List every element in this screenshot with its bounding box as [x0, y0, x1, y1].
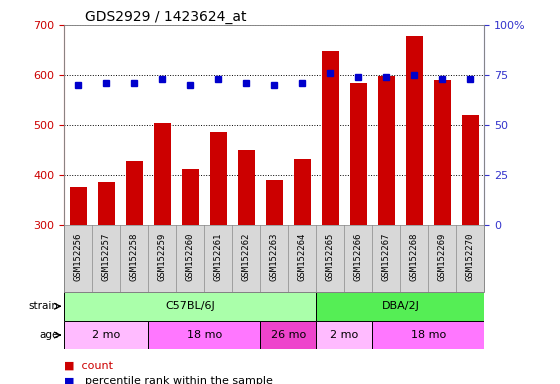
- Bar: [406, 36, 423, 225]
- Bar: [238, 150, 255, 225]
- Bar: [266, 180, 283, 225]
- Text: GSM152268: GSM152268: [410, 233, 419, 281]
- Bar: [434, 80, 451, 225]
- Text: GSM152263: GSM152263: [270, 233, 279, 281]
- Text: GSM152256: GSM152256: [74, 233, 83, 281]
- Bar: [64, 292, 316, 321]
- Text: GSM152260: GSM152260: [186, 233, 195, 281]
- Bar: [294, 159, 311, 225]
- Text: GSM152259: GSM152259: [158, 233, 167, 281]
- Text: age: age: [39, 330, 59, 340]
- Text: GSM152258: GSM152258: [130, 233, 139, 281]
- Text: GSM152269: GSM152269: [438, 233, 447, 281]
- Text: GSM152264: GSM152264: [298, 233, 307, 281]
- Bar: [182, 169, 199, 225]
- Bar: [378, 76, 395, 225]
- Text: GSM152266: GSM152266: [354, 233, 363, 281]
- Text: DBA/2J: DBA/2J: [381, 301, 419, 311]
- Bar: [126, 161, 143, 225]
- Bar: [316, 292, 484, 321]
- Text: GSM152270: GSM152270: [466, 233, 475, 281]
- Bar: [154, 123, 171, 225]
- Bar: [462, 115, 479, 225]
- Text: percentile rank within the sample: percentile rank within the sample: [78, 376, 273, 384]
- Bar: [210, 132, 227, 225]
- Text: GSM152262: GSM152262: [242, 233, 251, 281]
- Text: ■  count: ■ count: [64, 361, 113, 371]
- Text: GSM152257: GSM152257: [102, 233, 111, 281]
- Bar: [70, 187, 87, 225]
- Bar: [350, 83, 367, 225]
- Text: 18 mo: 18 mo: [187, 330, 222, 340]
- Text: ■: ■: [64, 376, 75, 384]
- Text: C57BL/6J: C57BL/6J: [166, 301, 215, 311]
- Bar: [148, 321, 260, 349]
- Text: 26 mo: 26 mo: [271, 330, 306, 340]
- Text: GSM152265: GSM152265: [326, 233, 335, 281]
- Bar: [260, 321, 316, 349]
- Bar: [372, 321, 484, 349]
- Bar: [64, 321, 148, 349]
- Bar: [322, 51, 339, 225]
- Text: GSM152267: GSM152267: [382, 233, 391, 281]
- Text: GDS2929 / 1423624_at: GDS2929 / 1423624_at: [85, 10, 247, 24]
- Text: 2 mo: 2 mo: [330, 330, 358, 340]
- Text: GSM152261: GSM152261: [214, 233, 223, 281]
- Bar: [98, 182, 115, 225]
- Text: 18 mo: 18 mo: [411, 330, 446, 340]
- Bar: [316, 321, 372, 349]
- Text: 2 mo: 2 mo: [92, 330, 120, 340]
- Text: strain: strain: [29, 301, 59, 311]
